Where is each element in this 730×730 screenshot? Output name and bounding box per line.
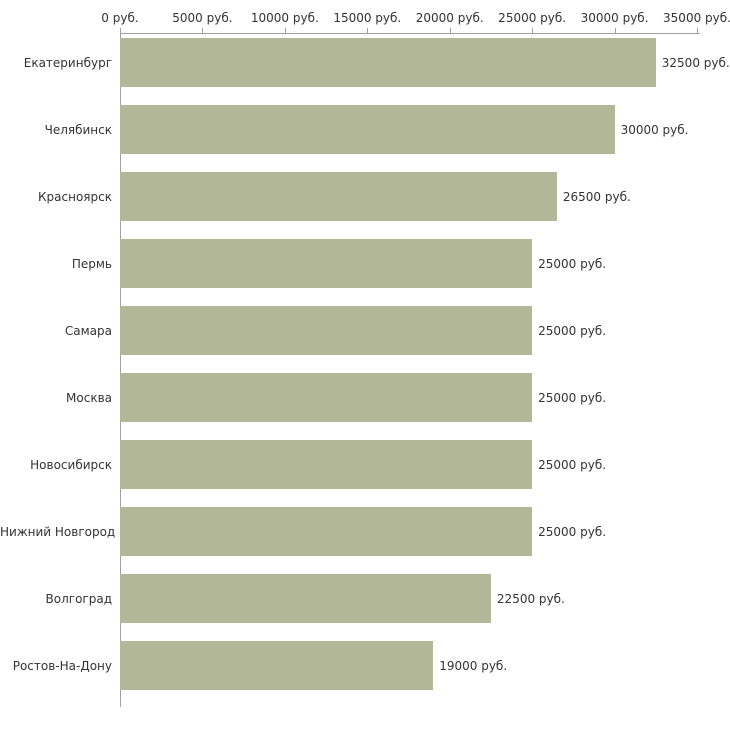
bar-row: Новосибирск 25000 руб. xyxy=(0,440,730,489)
category-label: Нижний Новгород xyxy=(0,524,116,539)
x-tick-label: 30000 руб. xyxy=(580,11,649,25)
bar-row: Красноярск 26500 руб. xyxy=(0,172,730,221)
x-tick-label: 20000 руб. xyxy=(415,11,484,25)
bar xyxy=(120,105,615,154)
x-tick-label: 15000 руб. xyxy=(333,11,402,25)
category-label: Волгоград xyxy=(45,591,112,606)
bar xyxy=(120,239,533,288)
value-label: 30000 руб. xyxy=(620,122,689,137)
category-label: Екатеринбург xyxy=(23,55,112,70)
x-tick-mark xyxy=(614,28,616,33)
category-label: Челябинск xyxy=(44,122,112,137)
bar xyxy=(120,507,533,556)
x-tick-mark xyxy=(120,28,121,33)
x-tick-label: 0 руб. xyxy=(101,11,139,25)
bar-row: Ростов-На-Дону 19000 руб. xyxy=(0,641,730,690)
category-label: Самара xyxy=(64,323,112,338)
bar xyxy=(120,38,656,87)
x-tick-mark xyxy=(532,28,534,33)
category-label: Москва xyxy=(66,390,112,405)
bar xyxy=(120,373,533,422)
bar xyxy=(120,574,491,623)
bar-row: Москва 25000 руб. xyxy=(0,373,730,422)
x-tick-mark xyxy=(284,28,286,33)
bar-row: Волгоград 22500 руб. xyxy=(0,574,730,623)
category-label: Ростов-На-Дону xyxy=(12,658,112,673)
x-tick-label: 5000 руб. xyxy=(172,11,233,25)
bar-row: Екатеринбург 32500 руб. xyxy=(0,38,730,87)
x-tick-mark xyxy=(202,28,204,33)
x-axis-line xyxy=(120,33,700,34)
bar-row: Самара 25000 руб. xyxy=(0,306,730,355)
x-tick-mark xyxy=(449,28,451,33)
y-axis-line xyxy=(120,33,121,707)
bar xyxy=(120,172,557,221)
bar-row: Челябинск 30000 руб. xyxy=(0,105,730,154)
value-label: 32500 руб. xyxy=(661,55,730,70)
x-tick-mark xyxy=(367,28,369,33)
x-tick-label: 10000 руб. xyxy=(250,11,319,25)
value-label: 26500 руб. xyxy=(562,189,631,204)
bar xyxy=(120,440,533,489)
value-label: 25000 руб. xyxy=(538,256,607,271)
x-tick-mark xyxy=(697,28,698,33)
bar xyxy=(120,641,434,690)
value-label: 25000 руб. xyxy=(538,524,607,539)
value-label: 22500 руб. xyxy=(496,591,565,606)
bar xyxy=(120,306,533,355)
x-tick-label: 35000 руб. xyxy=(663,11,730,25)
category-label: Пермь xyxy=(71,256,112,271)
category-label: Новосибирск xyxy=(30,457,112,472)
bar-row: Пермь 25000 руб. xyxy=(0,239,730,288)
category-label: Красноярск xyxy=(38,189,112,204)
bar-rows: Екатеринбург 32500 руб. Челябинск 30000 руб… xyxy=(0,38,730,708)
value-label: 25000 руб. xyxy=(538,457,607,472)
value-label: 19000 руб. xyxy=(439,658,508,673)
value-label: 25000 руб. xyxy=(538,323,607,338)
x-tick-label: 25000 руб. xyxy=(498,11,567,25)
value-label: 25000 руб. xyxy=(538,390,607,405)
bar-row: Нижний Новгород 25000 руб. xyxy=(0,507,730,556)
